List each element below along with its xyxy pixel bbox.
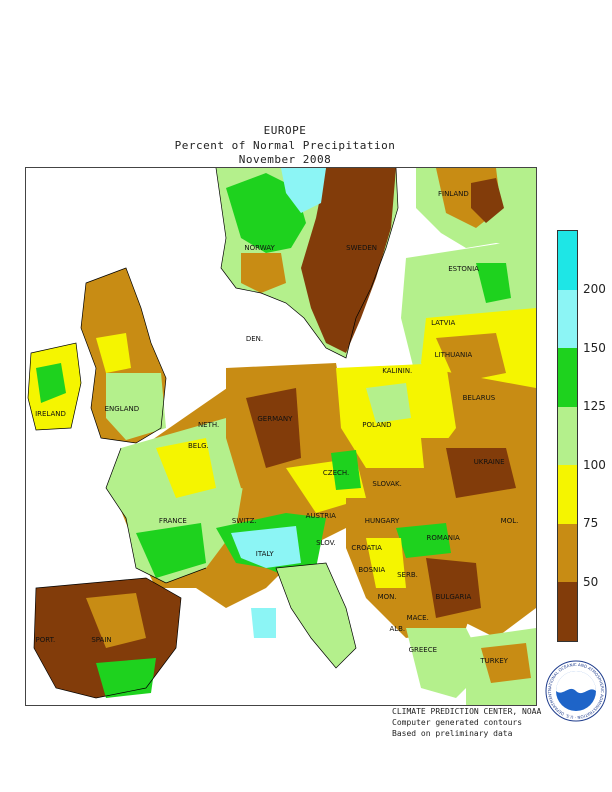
- place-label-den: DEN.: [245, 334, 264, 343]
- legend-tick-125: 125: [583, 399, 606, 413]
- place-label-alb: ALB.: [389, 624, 406, 633]
- credit-note: Based on preliminary data: [392, 729, 513, 738]
- place-label-croatia: CROATIA: [351, 544, 382, 553]
- place-label-mol: MOL.: [500, 517, 519, 526]
- place-label-italy: ITALY: [255, 549, 274, 558]
- place-label-belg: BELG.: [188, 442, 209, 451]
- map-date: November 2008: [238, 153, 332, 166]
- place-label-ukraine: UKRAINE: [473, 458, 505, 467]
- place-label-bulgaria: BULGARIA: [435, 592, 472, 601]
- place-label-sweden: SWEDEN: [346, 243, 378, 252]
- place-label-poland: POLAND: [362, 420, 392, 429]
- legend-seg-150: [558, 289, 577, 349]
- place-label-greece: GREECE: [408, 646, 438, 655]
- legend-seg-100: [558, 406, 577, 466]
- place-label-france: FRANCE: [158, 517, 187, 526]
- legend-seg-50: [558, 523, 577, 583]
- place-label-slov: SLOV.: [316, 538, 336, 547]
- credit-source: CLIMATE PREDICTION CENTER, NOAA: [392, 707, 542, 716]
- place-label-finland: FINLAND: [437, 189, 469, 198]
- place-label-serb: SERB.: [397, 571, 418, 580]
- place-label-kalinin: KALININ.: [382, 367, 413, 376]
- place-label-estonia: ESTONIA: [448, 265, 479, 274]
- place-label-mace: MACE.: [406, 614, 429, 623]
- place-label-czech: CZECH.: [322, 469, 350, 478]
- place-label-england: ENGLAND: [104, 404, 140, 413]
- place-label-austria: AUSTRIA: [305, 512, 336, 521]
- place-label-norway: NORWAY: [244, 243, 275, 252]
- place-label-switz: SWITZ.: [231, 517, 257, 526]
- legend-seg-75: [558, 465, 577, 525]
- legend-color-bar: [557, 230, 578, 642]
- legend-tick-50: 50: [583, 575, 599, 589]
- place-label-spain: SPAIN: [91, 635, 112, 644]
- place-label-romania: ROMANIA: [426, 533, 460, 542]
- noaa-logo-icon: NOAA NATIONAL OCEANIC AND ATMOSPHERIC AD…: [543, 656, 607, 722]
- legend-tick-200: 200: [583, 282, 606, 296]
- place-label-neth: NETH.: [197, 420, 220, 429]
- legend-seg-0: [558, 582, 577, 642]
- place-label-belarus: BELARUS: [462, 393, 496, 402]
- place-label-mon: MON.: [377, 592, 397, 601]
- legend-seg-125: [558, 348, 577, 408]
- place-label-slovak: SLOVAK.: [372, 479, 402, 488]
- place-label-lithuania: LITHUANIA: [434, 350, 473, 359]
- place-label-bosnia: BOSNIA: [358, 565, 386, 574]
- place-label-germany: GERMANY: [257, 415, 293, 424]
- legend-tick-150: 150: [583, 341, 606, 355]
- place-label-ireland: IRELAND: [35, 410, 66, 419]
- legend-seg-200: [558, 231, 577, 291]
- place-label-latvia: LATVIA: [431, 318, 456, 327]
- credit-method: Computer generated contours: [392, 718, 523, 727]
- coastline-layer: [27, 168, 399, 699]
- map-subtitle: Percent of Normal Precipitation: [174, 139, 396, 152]
- legend-tick-100: 100: [583, 458, 606, 472]
- map-canvas: [26, 168, 536, 705]
- place-label-port: PORT.: [35, 635, 56, 644]
- logo-text: NOAA: [566, 683, 587, 691]
- map-title: EUROPE: [263, 124, 307, 137]
- land-layer: [28, 168, 536, 705]
- place-label-hungary: HUNGARY: [364, 517, 400, 526]
- precipitation-map: [25, 167, 537, 706]
- place-label-turkey: TURKEY: [480, 657, 508, 666]
- legend-tick-75: 75: [583, 516, 599, 530]
